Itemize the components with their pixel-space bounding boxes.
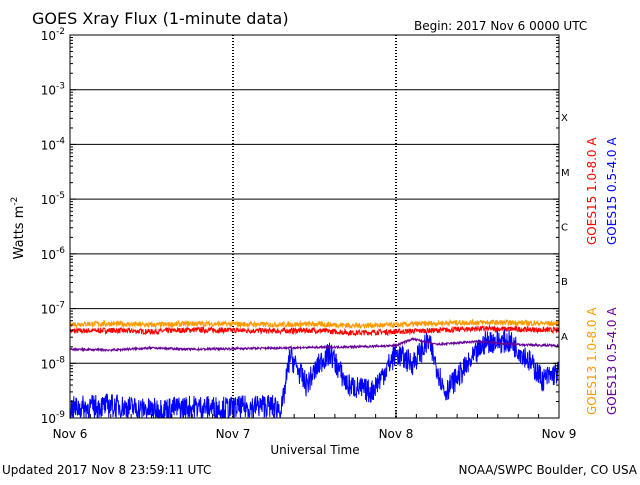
- begin-label: Begin: 2017 Nov 6 0000 UTC: [414, 19, 587, 33]
- y-axis-label-sup: -2: [10, 197, 20, 206]
- legend-entry: GOES13 1.0-8.0 A: [585, 307, 599, 415]
- svg-text:Watts m-2: Watts m-2: [10, 197, 27, 260]
- plot-frame: [69, 34, 560, 419]
- x-tick-label: Nov 7: [216, 427, 251, 441]
- series-line: [69, 336, 560, 353]
- y-tick-label: 10-3: [41, 82, 65, 98]
- y-tick-label: 10-8: [41, 355, 66, 371]
- y-tick-label: 10-6: [41, 246, 66, 262]
- series-line: [69, 329, 560, 420]
- y-tick-label: 10-4: [41, 136, 66, 152]
- y-tick-label: 10-2: [41, 27, 65, 43]
- x-tick-label: Nov 6: [53, 427, 88, 441]
- series-line: [69, 324, 560, 337]
- flare-class-label: A: [561, 332, 568, 343]
- flare-class-label: X: [561, 113, 568, 124]
- updated-timestamp: Updated 2017 Nov 8 23:59:11 UTC: [2, 463, 211, 477]
- y-axis-label: Watts m-2: [10, 197, 27, 260]
- legend: GOES15 1.0-8.0 A GOES13 1.0-8.0 A GOES15 0…: [585, 137, 619, 415]
- flare-class-labels: X M C B A: [561, 113, 570, 343]
- grid-layer: [70, 35, 559, 418]
- y-tick-label: 10-5: [41, 191, 65, 207]
- x-axis-label: Universal Time: [270, 443, 359, 457]
- y-axis-ticks: 10-2 10-3 10-4 10-5 10-6 10-7 10-8 10-9: [41, 27, 559, 426]
- chart-title: GOES Xray Flux (1-minute data): [32, 9, 289, 28]
- legend-entry: GOES13 0.5-4.0 A: [605, 307, 619, 415]
- flare-class-label: C: [561, 223, 568, 234]
- x-tick-label: Nov 8: [379, 427, 414, 441]
- legend-entry: GOES15 0.5-4.0 A: [605, 137, 619, 245]
- x-axis-ticks: Nov 6 Nov 7 Nov 8 Nov 9: [53, 410, 577, 441]
- x-tick-label: Nov 9: [542, 427, 577, 441]
- y-tick-label: 10-9: [41, 410, 66, 426]
- y-axis-label-base: Watts m: [12, 206, 27, 260]
- y-tick-label: 10-7: [41, 301, 65, 317]
- series-line: [69, 318, 560, 330]
- flare-class-label: B: [561, 277, 568, 288]
- legend-entry: GOES15 1.0-8.0 A: [585, 137, 599, 245]
- series-layer: [69, 318, 560, 420]
- flare-class-label: M: [561, 168, 570, 179]
- credit-label: NOAA/SWPC Boulder, CO USA: [459, 463, 638, 477]
